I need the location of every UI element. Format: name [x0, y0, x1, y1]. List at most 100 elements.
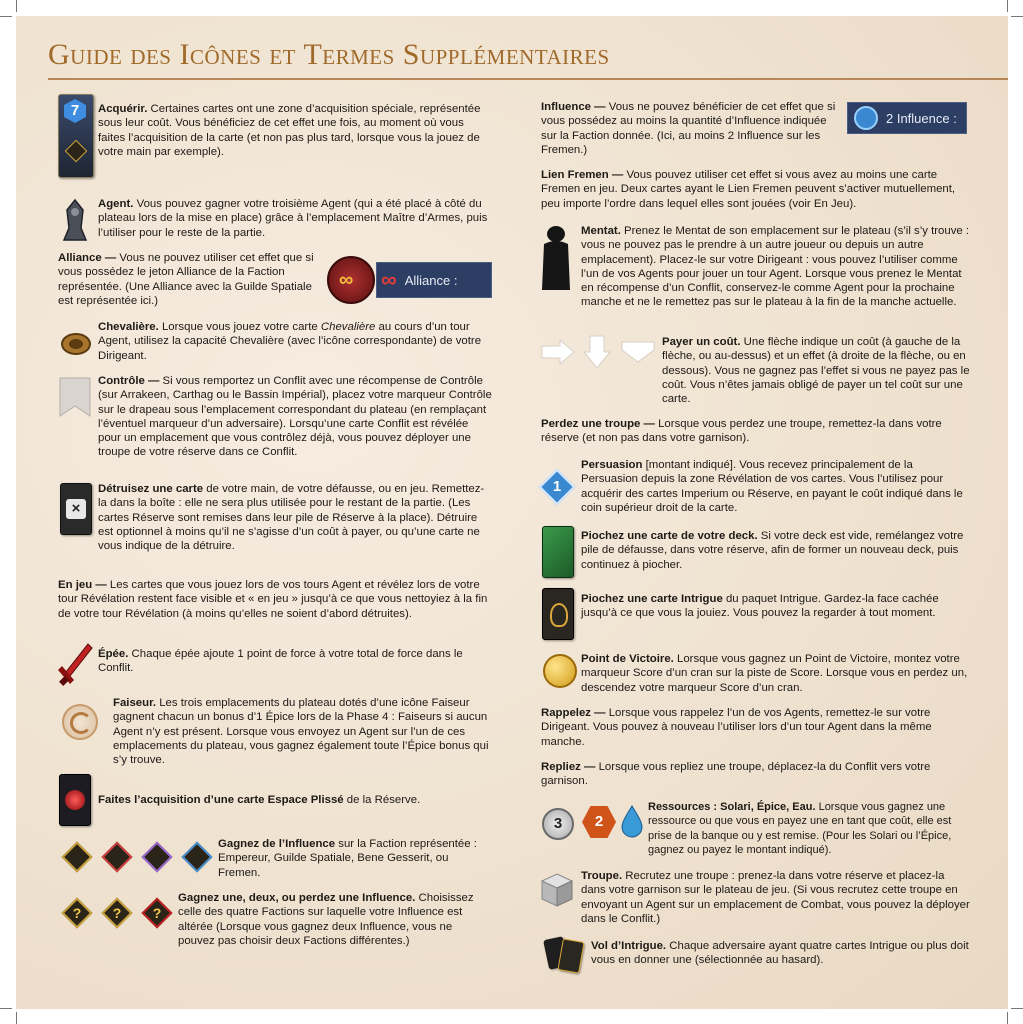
- bene-gesserit-influence-icon: [141, 841, 173, 873]
- emperor-influence-icon: [61, 841, 93, 873]
- fold-space-card-icon: [59, 774, 91, 826]
- entry-mentat: Mentat. Prenez le Mentat de son emplacem…: [581, 224, 971, 310]
- term-repliez: Repliez —: [541, 761, 596, 773]
- signet-ring-icon: [61, 333, 91, 355]
- title-divider: [48, 78, 1008, 80]
- influence-banner: 2 Influence :: [847, 102, 967, 134]
- mentat-icon: [542, 226, 570, 290]
- term-gagnez-deux: Gagnez une, deux, ou perdez une Influenc…: [178, 892, 416, 904]
- question-mark-icon: ?: [72, 905, 82, 921]
- entry-gagnez-deux: Gagnez une, deux, ou perdez une Influenc…: [178, 891, 490, 948]
- entry-epee: Épée. Chaque épée ajoute 1 point de forc…: [98, 647, 493, 676]
- entry-piochez-deck: Piochez une carte de votre deck. Si votr…: [581, 529, 971, 572]
- term-troupe: Troupe.: [581, 870, 623, 882]
- desc-perdez: Lorsque vous perdez une troupe, remettez…: [541, 418, 942, 445]
- desc-lien-fremen: Vous pouvez utiliser cet effet si vous a…: [541, 169, 956, 210]
- term-alliance: Alliance —: [58, 252, 117, 264]
- troop-cube-icon: [540, 873, 574, 907]
- term-perdez: Perdez une troupe —: [541, 418, 655, 430]
- intrigue-steal-card-icon: [557, 938, 585, 974]
- desc-vol: Chaque adversaire ayant quatre cartes In…: [591, 940, 969, 967]
- entry-acquerir: Acquérir. Certaines cartes ont une zone …: [98, 102, 493, 159]
- desc-rappelez: Lorsque vous rappelez l’un de vos Agents…: [541, 707, 932, 748]
- term-mentat: Mentat.: [581, 225, 621, 237]
- term-chevaliere: Chevalière.: [98, 321, 159, 333]
- persuasion-number-icon: 1: [552, 478, 562, 495]
- entry-faiseur: Faiseur. Les trois emplacements du plate…: [113, 696, 495, 767]
- term-piochez-deck: Piochez une carte de votre deck.: [581, 530, 758, 542]
- term-vol: Vol d’Intrigue.: [591, 940, 667, 952]
- alliance-token-icon: ∞: [327, 256, 375, 304]
- victory-point-icon: [543, 654, 577, 688]
- entry-detruire: Détruisez une carte de votre main, de vo…: [98, 482, 493, 553]
- crop-mark: [1007, 1012, 1008, 1024]
- arrow-banner-icon: [621, 341, 655, 363]
- desc-repliez: Lorsque vous repliez une troupe, déplace…: [541, 761, 931, 788]
- entry-controle: Contrôle — Si vous remportez un Conflit …: [98, 374, 493, 460]
- desc-espace: de la Réserve.: [343, 794, 421, 806]
- desc-acquerir: Certaines cartes ont une zone d’acquisit…: [98, 103, 481, 158]
- fremen-influence-icon: [181, 841, 213, 873]
- question-mark-icon: ?: [112, 905, 122, 921]
- page-title: Guide des Icônes et Termes Supplémentair…: [48, 38, 610, 71]
- arrow-right-icon: [541, 338, 575, 366]
- term-espace: Faites l’acquisition d’une carte Espace …: [98, 794, 344, 806]
- arrow-down-icon: [582, 335, 612, 369]
- entry-espace: Faites l’acquisition d’une carte Espace …: [98, 793, 493, 807]
- entry-perdez: Perdez une troupe — Lorsque vous perdez …: [541, 417, 971, 446]
- term-persuasion: Persuasion: [581, 459, 643, 471]
- intrigue-card-icon: [542, 588, 574, 640]
- desc-gagnez-deux: Choisissez celle des quatre Factions sur…: [178, 892, 474, 947]
- crop-mark: [16, 0, 17, 12]
- term-lien-fremen: Lien Fremen —: [541, 169, 624, 181]
- desc-persuasion: [montant indiqué]. Vous recevez principa…: [581, 459, 963, 514]
- entry-repliez: Repliez — Lorsque vous repliez une troup…: [541, 760, 971, 789]
- term-gagnez-influence: Gagnez de l’Influence: [218, 838, 336, 850]
- entry-ressources: Ressources : Solari, Épice, Eau. Lorsque…: [648, 800, 966, 857]
- term-faiseur: Faiseur.: [113, 697, 157, 709]
- trash-card-icon: ×: [60, 483, 92, 535]
- term-ressources: Ressources : Solari, Épice, Eau.: [648, 801, 816, 813]
- agent-icon: [62, 198, 88, 241]
- desc-faiseur: Les trois emplacements du plateau dotés …: [113, 697, 489, 767]
- term-controle: Contrôle —: [98, 375, 160, 387]
- term-rappelez: Rappelez —: [541, 707, 606, 719]
- question-mark-icon: ?: [152, 905, 162, 921]
- term-enjeu: En jeu —: [58, 579, 107, 591]
- crop-mark: [1011, 1008, 1023, 1009]
- acquire-number-icon: 7: [64, 99, 86, 123]
- alliance-banner-label: Alliance :: [404, 272, 458, 288]
- entry-alliance: Alliance — Vous ne pouvez utiliser cet e…: [58, 251, 320, 308]
- spacing-guild-influence-icon: [101, 841, 133, 873]
- desc-influence: Vous ne pouvez bénéficier de cet effet q…: [541, 101, 836, 156]
- crop-mark: [1007, 0, 1008, 12]
- infinity-icon: ∞: [381, 267, 397, 292]
- crop-mark: [0, 1008, 12, 1009]
- entry-enjeu: En jeu — Les cartes que vous jouez lors …: [58, 578, 494, 621]
- entry-vol: Vol d’Intrigue. Chaque adversaire ayant …: [591, 939, 971, 968]
- alliance-banner: ∞ Alliance :: [376, 262, 492, 298]
- desc-enjeu: Les cartes que vous jouez lors de vos to…: [58, 579, 488, 620]
- water-icon: [621, 805, 643, 838]
- entry-troupe: Troupe. Recrutez une troupe : prenez-la …: [581, 869, 971, 926]
- entry-lien-fremen: Lien Fremen — Vous pouvez utiliser cet e…: [541, 168, 971, 211]
- desc-victoire: Lorsque vous gagnez un Point de Victoire…: [581, 653, 968, 694]
- entry-victoire: Point de Victoire. Lorsque vous gagnez u…: [581, 652, 971, 695]
- entry-payer: Payer un coût. Une flèche indique un coû…: [662, 335, 972, 406]
- spice-icon: 2: [582, 806, 616, 838]
- question-diamond-icon: [64, 139, 88, 163]
- influence-banner-label: 2 Influence :: [886, 110, 957, 126]
- entry-agent: Agent. Vous pouvez gagner votre troisièm…: [98, 197, 493, 240]
- sword-icon: [58, 643, 93, 686]
- page: Guide des Icônes et Termes Supplémentair…: [16, 16, 1008, 1009]
- term-epee: Épée.: [98, 648, 129, 660]
- desc-controle: Si vous remportez un Conflit avec une ré…: [98, 375, 492, 459]
- desc-gagnez-influence: sur la Faction représentée : Empereur, G…: [218, 838, 477, 879]
- term-acquerir: Acquérir.: [98, 103, 148, 115]
- desc-piochez-intrigue: du paquet Intrigue. Gardez-la face caché…: [581, 593, 939, 620]
- control-flag-icon: [59, 377, 91, 417]
- deck-card-icon: [542, 526, 574, 578]
- term-detruire: Détruisez une carte: [98, 483, 204, 495]
- term-agent: Agent.: [98, 198, 134, 210]
- term-payer: Payer un coût.: [662, 336, 741, 348]
